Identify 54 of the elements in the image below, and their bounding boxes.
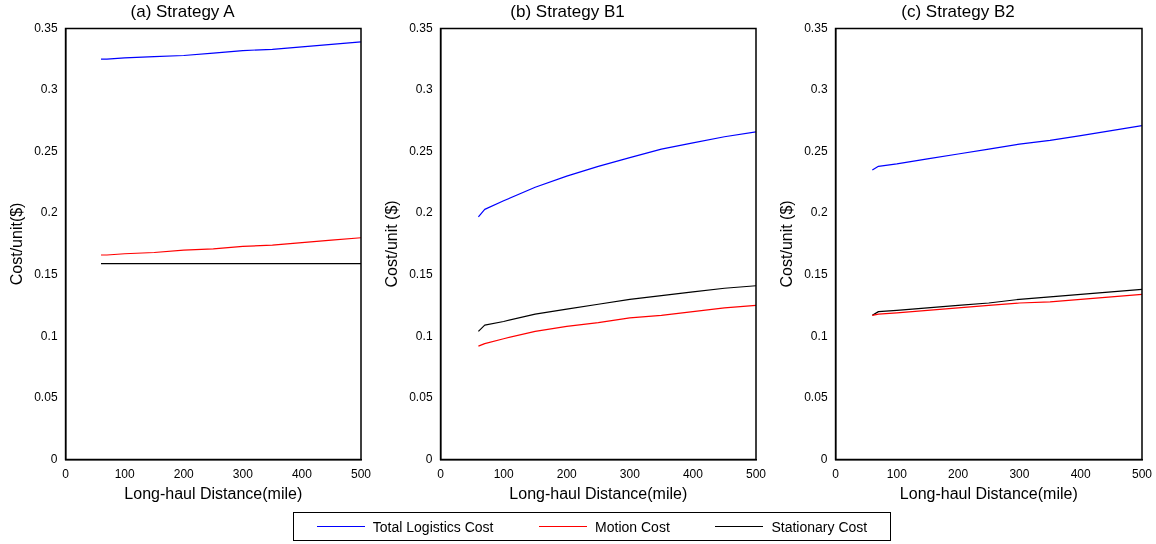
y-tick-label: 0.2	[810, 205, 828, 220]
x-tick-label: 300	[232, 466, 254, 481]
x-tick-label: 200	[556, 466, 578, 481]
y-tick-label: 0.3	[810, 82, 828, 97]
y-axis-title: Cost/unit($)	[8, 202, 26, 286]
y-tick-label: 0.3	[415, 82, 433, 97]
x-tick-label: 100	[114, 466, 135, 481]
y-tick-label: 0.15	[804, 267, 828, 281]
x-tick-label: 0	[437, 466, 445, 481]
y-axis-title: Cost/unit ($)	[383, 200, 401, 288]
x-tick-label: 400	[1070, 466, 1092, 481]
y-tick-label: 0.35	[804, 20, 828, 35]
x-tick-label: 300	[1009, 466, 1030, 481]
y-tick-label: 0.35	[34, 20, 58, 35]
y-tick-label: 0.25	[804, 143, 828, 158]
x-tick-label: 100	[493, 466, 514, 481]
y-tick-label: 0.25	[34, 143, 58, 158]
x-axis-title: Long-haul Distance(mile)	[899, 484, 1078, 502]
legend-label: Motion Cost	[595, 518, 670, 535]
x-tick-label: 0	[832, 466, 840, 481]
chart-title: (c) Strategy B2	[901, 1, 1015, 21]
chart-title: (b) Strategy B1	[510, 1, 625, 21]
x-axis-title: Long-haul Distance(mile)	[509, 484, 688, 502]
y-axis-title: Cost/unit ($)	[778, 200, 796, 288]
y-tick-label: 0.15	[34, 267, 58, 281]
y-tick-label: 0.1	[40, 328, 58, 343]
x-tick-label: 200	[948, 466, 969, 481]
x-tick-label: 500	[745, 466, 767, 481]
legend-label: Stationary Cost	[771, 518, 868, 535]
x-tick-label: 500	[1131, 466, 1153, 481]
y-tick-label: 0.05	[409, 390, 433, 405]
x-tick-label: 200	[173, 466, 195, 481]
y-tick-label: 0	[50, 451, 58, 466]
y-tick-label: 0.05	[34, 390, 58, 405]
x-tick-label: 400	[682, 466, 704, 481]
y-tick-label: 0.05	[804, 390, 828, 405]
x-axis-title: Long-haul Distance(mile)	[124, 484, 303, 502]
x-tick-label: 100	[886, 466, 908, 481]
y-tick-label: 0.3	[40, 82, 58, 97]
y-tick-label: 0	[425, 451, 433, 466]
chart-title: (a) Strategy A	[130, 1, 236, 21]
y-tick-label: 0.2	[40, 205, 58, 220]
y-tick-label: 0.15	[409, 267, 433, 281]
legend-label: Total Logistics Cost	[372, 518, 494, 535]
y-tick-label: 0.1	[810, 328, 828, 343]
y-tick-label: 0	[820, 451, 828, 466]
y-tick-label: 0.2	[415, 205, 433, 220]
x-tick-label: 500	[350, 466, 372, 481]
x-tick-label: 300	[619, 466, 641, 481]
y-tick-label: 0.25	[409, 143, 433, 158]
x-tick-label: 400	[291, 466, 313, 481]
x-tick-label: 0	[62, 466, 70, 481]
y-tick-label: 0.1	[415, 328, 433, 343]
y-tick-label: 0.35	[409, 20, 433, 35]
